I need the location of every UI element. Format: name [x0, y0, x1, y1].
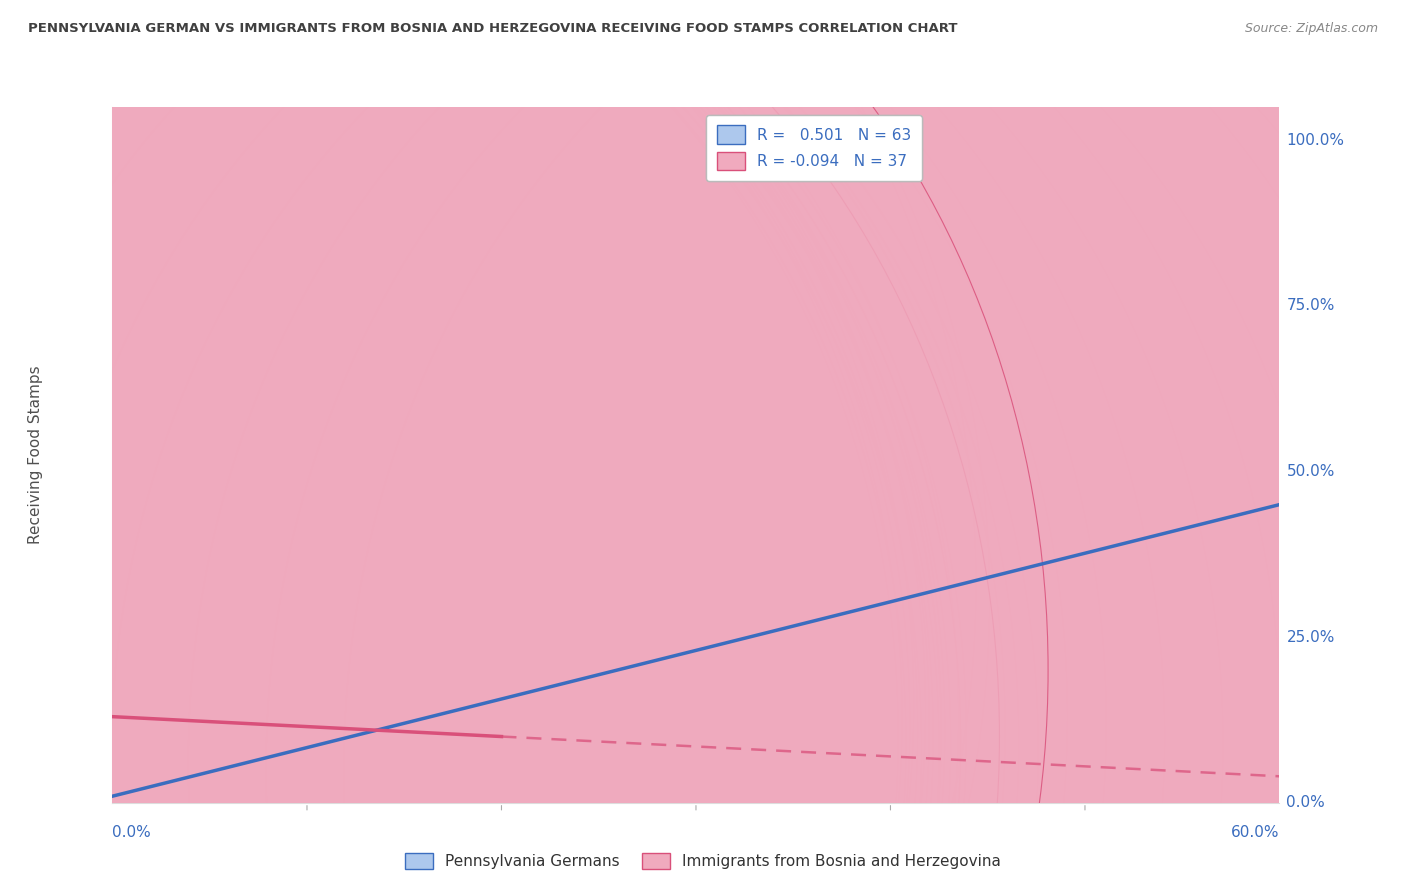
Ellipse shape [0, 0, 1047, 892]
Ellipse shape [381, 0, 1406, 892]
Ellipse shape [41, 0, 1406, 892]
Ellipse shape [0, 0, 1039, 892]
Legend: R =   0.501   N = 63, R = -0.094   N = 37: R = 0.501 N = 63, R = -0.094 N = 37 [706, 115, 922, 181]
Ellipse shape [0, 0, 1177, 892]
Ellipse shape [32, 0, 1406, 892]
Ellipse shape [70, 0, 1406, 892]
Ellipse shape [342, 0, 1406, 892]
Ellipse shape [0, 0, 974, 892]
Ellipse shape [274, 0, 1406, 892]
Ellipse shape [0, 0, 993, 892]
Ellipse shape [304, 0, 1406, 892]
Ellipse shape [0, 0, 1000, 892]
Ellipse shape [0, 0, 970, 892]
Ellipse shape [157, 0, 1406, 892]
Ellipse shape [90, 0, 1406, 892]
Ellipse shape [0, 0, 922, 892]
Ellipse shape [0, 0, 990, 892]
Text: 50.0%: 50.0% [1286, 464, 1334, 479]
Ellipse shape [0, 0, 1340, 892]
Ellipse shape [0, 0, 1010, 892]
Ellipse shape [420, 0, 1406, 892]
Ellipse shape [0, 0, 898, 892]
Ellipse shape [0, 0, 986, 892]
Ellipse shape [215, 0, 1406, 892]
Text: 25.0%: 25.0% [1286, 630, 1334, 645]
Ellipse shape [0, 0, 1264, 892]
Ellipse shape [0, 0, 966, 892]
Ellipse shape [0, 0, 1019, 892]
Ellipse shape [0, 0, 945, 892]
Ellipse shape [0, 0, 997, 892]
Ellipse shape [0, 0, 929, 892]
Ellipse shape [0, 0, 1164, 892]
Ellipse shape [0, 0, 905, 892]
Ellipse shape [0, 0, 941, 892]
Ellipse shape [0, 0, 1015, 892]
Ellipse shape [323, 0, 1406, 892]
Ellipse shape [0, 0, 981, 892]
Ellipse shape [0, 0, 1005, 892]
Text: PENNSYLVANIA GERMAN VS IMMIGRANTS FROM BOSNIA AND HERZEGOVINA RECEIVING FOOD STA: PENNSYLVANIA GERMAN VS IMMIGRANTS FROM B… [28, 22, 957, 36]
Ellipse shape [0, 0, 1022, 892]
Ellipse shape [0, 0, 939, 892]
Ellipse shape [0, 0, 1351, 892]
Ellipse shape [0, 0, 903, 892]
Legend: Pennsylvania Germans, Immigrants from Bosnia and Herzegovina: Pennsylvania Germans, Immigrants from Bo… [399, 847, 1007, 875]
Ellipse shape [0, 0, 1050, 892]
Ellipse shape [0, 0, 934, 892]
Ellipse shape [0, 0, 1067, 892]
Ellipse shape [0, 0, 925, 892]
Ellipse shape [0, 0, 1147, 892]
Ellipse shape [0, 0, 1223, 892]
Ellipse shape [401, 0, 1406, 892]
Ellipse shape [0, 0, 977, 892]
Ellipse shape [188, 0, 1406, 892]
Ellipse shape [0, 0, 1128, 892]
Text: 0.0%: 0.0% [1286, 796, 1326, 810]
Ellipse shape [0, 0, 1107, 892]
Ellipse shape [0, 0, 914, 892]
Ellipse shape [245, 0, 1406, 892]
Ellipse shape [0, 0, 966, 892]
Ellipse shape [0, 0, 1281, 892]
Ellipse shape [0, 0, 962, 892]
Ellipse shape [0, 0, 1088, 892]
Ellipse shape [0, 0, 1002, 892]
Ellipse shape [0, 0, 1322, 892]
Text: Source: ZipAtlas.com: Source: ZipAtlas.com [1244, 22, 1378, 36]
Ellipse shape [0, 0, 1234, 892]
Text: 0.0%: 0.0% [112, 825, 152, 840]
Ellipse shape [245, 0, 1406, 892]
Ellipse shape [0, 0, 990, 892]
Ellipse shape [98, 0, 1406, 892]
Text: Receiving Food Stamps: Receiving Food Stamps [28, 366, 42, 544]
Ellipse shape [187, 0, 1406, 892]
Ellipse shape [0, 0, 910, 892]
Ellipse shape [0, 0, 976, 892]
Ellipse shape [111, 0, 1406, 892]
Ellipse shape [0, 0, 960, 892]
Text: 60.0%: 60.0% [1232, 825, 1279, 840]
Ellipse shape [0, 0, 1031, 892]
Text: atlas: atlas [614, 409, 842, 501]
Text: 75.0%: 75.0% [1286, 298, 1334, 313]
Text: ZIP: ZIP [430, 409, 603, 501]
Ellipse shape [0, 0, 1060, 892]
Ellipse shape [0, 0, 1294, 892]
Ellipse shape [11, 0, 1406, 892]
Ellipse shape [128, 0, 1406, 892]
Ellipse shape [167, 0, 1406, 892]
